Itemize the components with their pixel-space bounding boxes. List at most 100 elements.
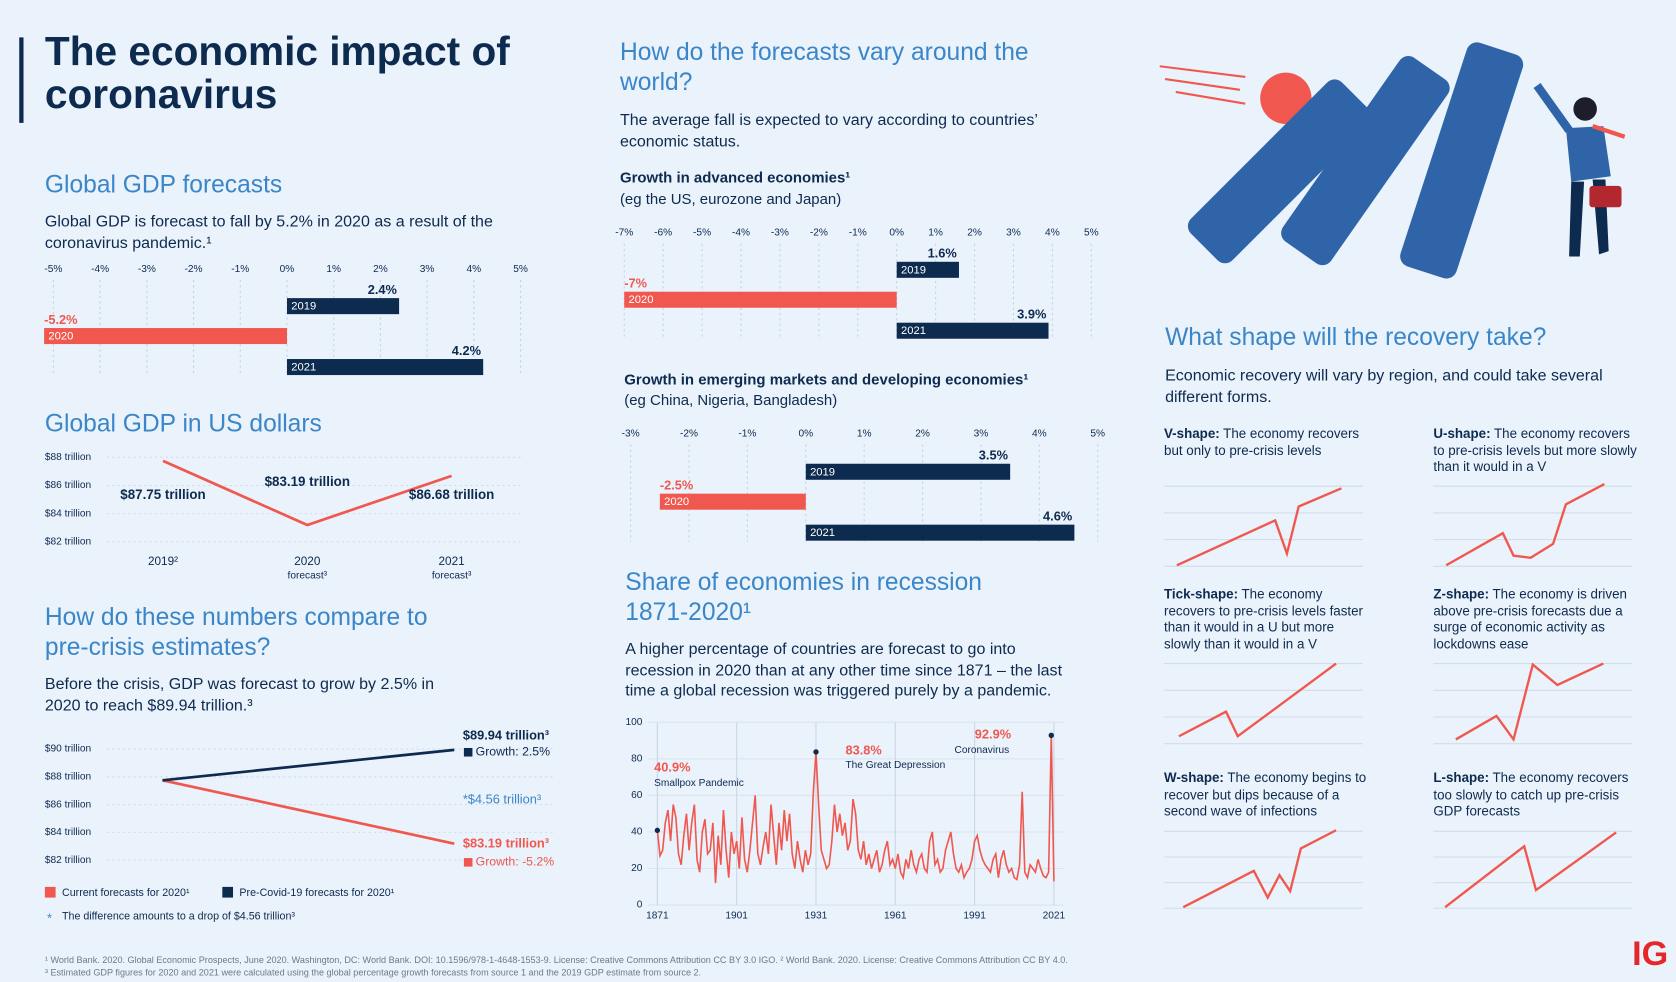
- shape-text: The economy is driven above pre-crisis f…: [1433, 586, 1627, 652]
- chart-subtitle: (eg China, Nigeria, Bangladesh): [624, 391, 838, 409]
- x-tick-label: 5%: [513, 264, 528, 275]
- annotation: Growth: -5.2%: [476, 855, 555, 869]
- bar-category-label: 2020: [629, 294, 654, 306]
- y-tick-label: $88 trillion: [45, 772, 91, 783]
- y-tick-label: 0: [637, 900, 643, 911]
- shape-text: The economy recovers to pre-crisis level…: [1433, 426, 1637, 475]
- chart-subtitle: Global GDP is forecast to fall by 5.2% i…: [44, 212, 493, 252]
- x-tick-label: -2%: [680, 429, 698, 440]
- shape-text: The economy begins to recover but dips b…: [1164, 770, 1367, 819]
- x-tick-label: 4%: [1045, 228, 1060, 239]
- gdp-line: [162, 459, 453, 527]
- note-marker: *: [47, 910, 52, 925]
- x-tick-label: 5%: [1084, 228, 1099, 239]
- event-marker: [1048, 732, 1054, 738]
- x-tick-label: 3%: [420, 264, 435, 275]
- x-tick-label: -5%: [693, 228, 711, 239]
- bar: [44, 328, 287, 345]
- bar-category-label: 2020: [48, 331, 73, 343]
- legend-label: Current forecasts for 2020¹: [62, 887, 190, 899]
- value-label: 3.5%: [979, 448, 1009, 463]
- note: The difference amounts to a drop of $4.5…: [62, 911, 295, 923]
- x-tick-label: 1%: [928, 228, 943, 239]
- x-tick-label: -1%: [738, 429, 756, 440]
- bar-category-label: 2019: [901, 264, 926, 276]
- annotation: $89.94 trillion³: [463, 728, 549, 743]
- x-tick-label: 1991: [963, 910, 986, 921]
- shape-text: The economy recovers but only to pre-cri…: [1164, 426, 1360, 459]
- x-tick-label: -1%: [231, 264, 249, 275]
- annotation: *$4.56 trillion³: [463, 792, 542, 807]
- x-tick-label: -3%: [138, 264, 156, 275]
- value-label: -5.2%: [44, 312, 78, 327]
- x-tick-label: 2%: [915, 429, 930, 440]
- shape-name: Z-shape:: [1433, 586, 1490, 602]
- event-marker: [654, 827, 661, 833]
- y-tick-label: 60: [631, 790, 643, 801]
- event-marker: [813, 749, 819, 755]
- x-tick-label: -7%: [615, 228, 633, 239]
- x-tick-label: 2021: [439, 555, 465, 568]
- shape-text: The economy recovers to pre-crisis level…: [1164, 586, 1364, 652]
- series-line: [162, 779, 455, 845]
- value-label: $87.75 trillion: [120, 487, 206, 503]
- annotation: Growth: 2.5%: [476, 745, 550, 759]
- bar: [805, 463, 1011, 480]
- x-tick-label: -5%: [44, 264, 62, 275]
- x-tick-label: 1961: [884, 910, 907, 921]
- value-label: 1.6%: [928, 246, 958, 261]
- y-tick-label: $86 trillion: [45, 480, 91, 491]
- bar: [896, 322, 1049, 339]
- x-tick-label: -4%: [91, 264, 109, 275]
- footnote: ¹ World Bank. 2020. Global Economic Pros…: [44, 954, 1068, 965]
- event-value: 92.9%: [975, 727, 1012, 742]
- chart-subtitle: Before the crisis, GDP was forecast to g…: [44, 675, 435, 715]
- value-label: 2.4%: [368, 282, 398, 297]
- value-label: 4.6%: [1043, 509, 1073, 524]
- bar-category-label: 2019: [291, 301, 316, 313]
- x-tick-label: -6%: [654, 228, 672, 239]
- x-tick-label: 2019²: [148, 555, 178, 568]
- shape-description: V-shape: The economy recovers but only t…: [1164, 426, 1372, 459]
- bar-category-label: 2021: [291, 362, 316, 374]
- shape-description: W-shape: The economy begins to recover b…: [1164, 770, 1372, 820]
- chart-title: Share of economies in recession 1871-202…: [625, 567, 982, 626]
- x-tick-label: 5%: [1090, 429, 1105, 440]
- chart-title: Global GDP in US dollars: [44, 409, 322, 438]
- main-title: The economic impact of coronavirus: [44, 29, 510, 118]
- legend-swatch: [44, 886, 56, 898]
- x-tick-label: 4%: [1032, 429, 1047, 440]
- section-heading: How do the forecasts vary around the wor…: [619, 37, 1029, 96]
- shape-name: V-shape:: [1164, 426, 1220, 442]
- x-tick-label: -2%: [810, 228, 828, 239]
- x-tick-label: 2020: [294, 555, 321, 568]
- bar: [896, 261, 959, 278]
- value-label: -2.5%: [660, 478, 694, 493]
- event-name: Smallpox Pandemic: [654, 778, 744, 789]
- event-value: 83.8%: [845, 743, 882, 758]
- y-tick-label: $82 trillion: [45, 855, 91, 866]
- legend-swatch: [222, 886, 234, 898]
- section-text: The average fall is expected to vary acc…: [619, 111, 1038, 151]
- bar-category-label: 2021: [810, 527, 835, 539]
- x-tick-label: forecast³: [288, 571, 328, 582]
- illustration: [1159, 42, 1626, 279]
- section-heading: What shape will the recovery take?: [1165, 322, 1547, 351]
- y-tick-label: 20: [631, 863, 643, 874]
- value-label: 3.9%: [1017, 307, 1047, 322]
- shape-name: L-shape:: [1433, 770, 1490, 786]
- bar: [805, 524, 1075, 541]
- chart-title: Growth in emerging markets and developin…: [624, 370, 1029, 388]
- bar: [659, 493, 806, 510]
- value-label: -7%: [624, 276, 647, 291]
- chart-title: How do these numbers compare to pre-cris…: [44, 602, 428, 661]
- y-tick-label: $84 trillion: [45, 508, 91, 519]
- event-name: The Great Depression: [845, 760, 945, 771]
- value-label: $83.19 trillion: [264, 474, 351, 490]
- shape-description: U-shape: The economy recovers to pre-cri…: [1433, 426, 1641, 476]
- shape-description: Z-shape: The economy is driven above pre…: [1433, 587, 1641, 654]
- x-tick-label: 3%: [1006, 228, 1021, 239]
- recovery-sketches: [1164, 483, 1633, 909]
